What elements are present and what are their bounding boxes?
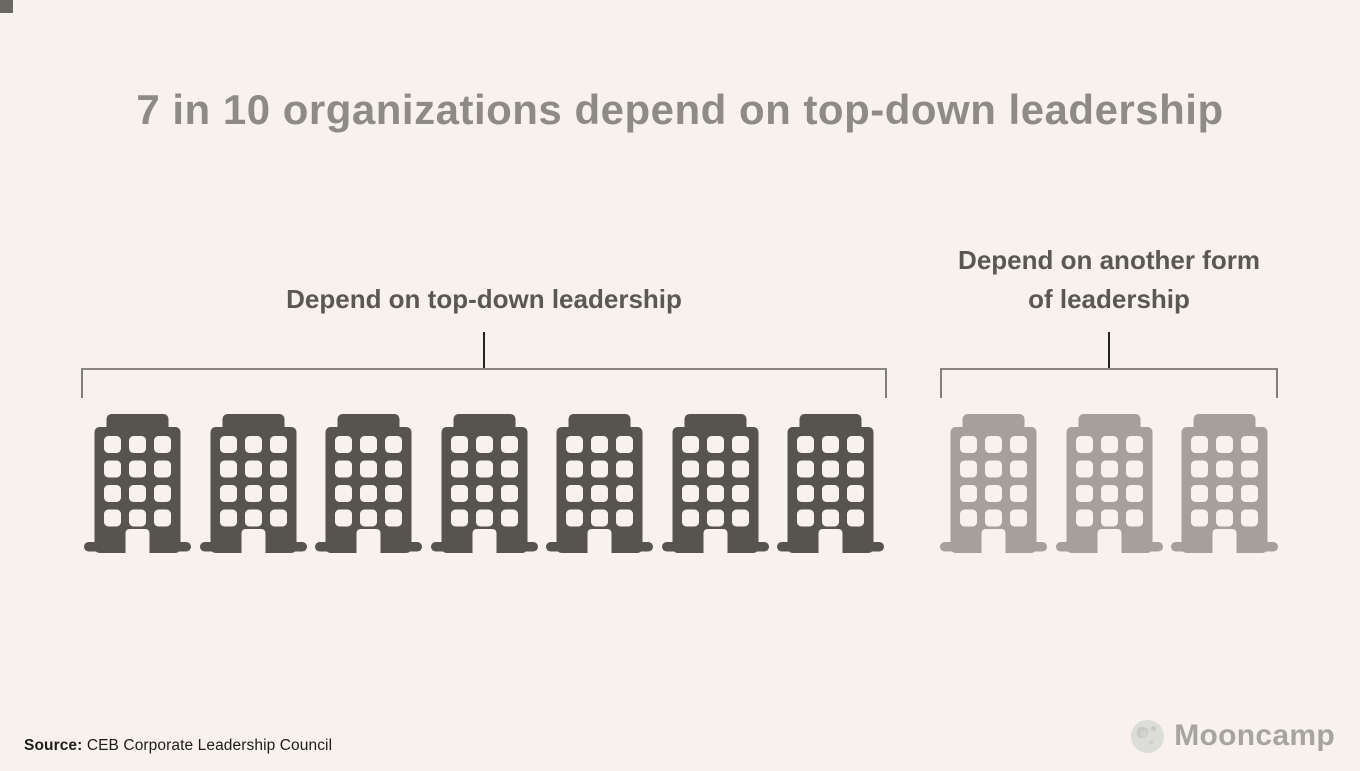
building-row-other-form	[940, 414, 1278, 554]
group-top-down-leadership: Depend on top-down leadership	[81, 240, 887, 554]
moon-icon	[1131, 719, 1165, 753]
corner-artifact	[0, 0, 13, 13]
bracket	[940, 368, 1278, 398]
chart-title: 7 in 10 organizations depend on top-down…	[136, 86, 1224, 133]
group-label-wrap: Depend on top-down leadership	[286, 240, 682, 332]
building-icon	[546, 414, 653, 554]
bracket-stem	[483, 332, 485, 368]
group-label-line: Depend on top-down leadership	[286, 284, 682, 314]
building-icon	[1171, 414, 1278, 554]
building-icon	[430, 414, 538, 554]
brand-name: Mooncamp	[1174, 719, 1335, 752]
building-icon	[661, 414, 769, 554]
brand-logo: Mooncamp	[1131, 719, 1335, 753]
source-text: CEB Corporate Leadership Council	[82, 737, 333, 754]
group-label-other-form: Depend on another form of leadership	[958, 241, 1260, 319]
group-label-line: Depend on another form	[958, 245, 1260, 275]
building-icon	[84, 414, 191, 554]
building-row-top-down	[84, 414, 884, 554]
bracket	[81, 368, 887, 398]
source-label: Source:	[24, 737, 83, 754]
building-icon	[777, 414, 884, 554]
group-other-leadership: Depend on another form of leadership	[940, 240, 1278, 554]
group-label-wrap: Depend on another form of leadership	[958, 240, 1260, 332]
building-icon	[1055, 414, 1163, 554]
group-label-line: of leadership	[1028, 284, 1190, 314]
source-note: Source: CEB Corporate Leadership Council	[24, 737, 332, 755]
bracket-stem	[1108, 332, 1110, 368]
group-label-top-down: Depend on top-down leadership	[286, 280, 682, 319]
building-icon	[315, 414, 422, 554]
building-icon	[940, 414, 1047, 554]
building-icon	[199, 414, 307, 554]
